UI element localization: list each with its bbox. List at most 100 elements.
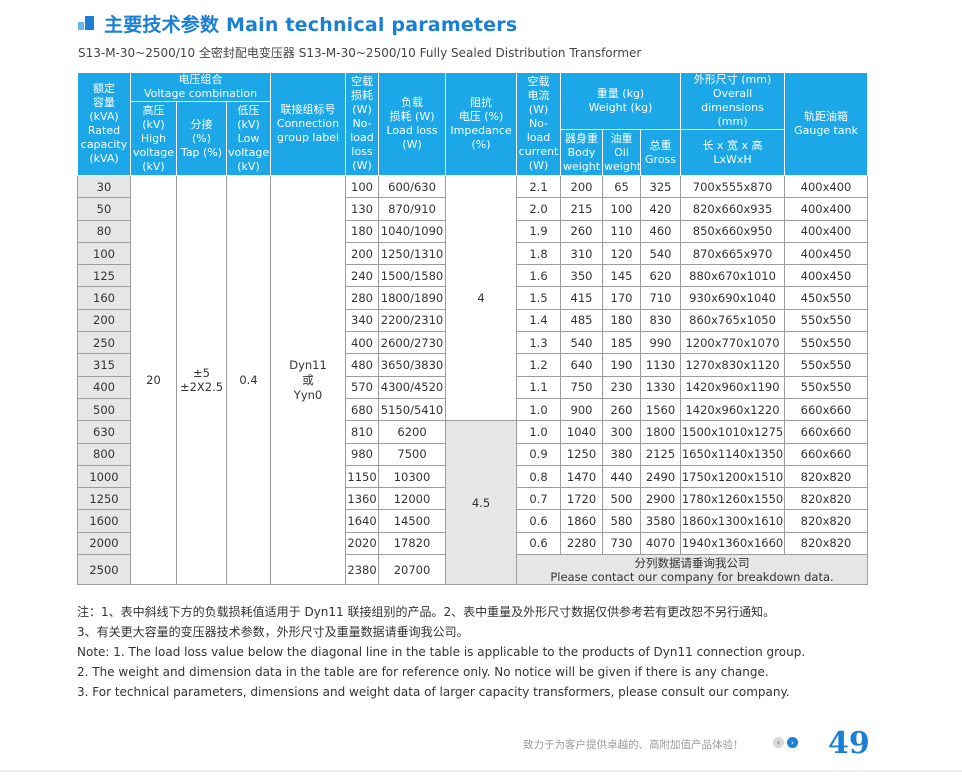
header-text-line: 额定: [93, 82, 115, 95]
load-loss-cell: 14500: [378, 509, 447, 533]
header-text-line: 电压组合: [178, 73, 223, 86]
gauge-tank-cell: 660x660: [784, 420, 869, 444]
header-no-load-current: 空载 电流 (W) No-load current (W): [516, 72, 562, 176]
header-text-line: 损耗: [351, 89, 374, 102]
oil-weight-cell: 100: [602, 197, 642, 221]
header-text-line: 容量: [93, 96, 115, 109]
no-load-loss-cell: 280: [345, 286, 380, 310]
gauge-tank-cell: 660x660: [784, 442, 869, 466]
load-loss-cell: 870/910: [378, 197, 447, 221]
load-loss-cell: 2200/2310: [378, 308, 447, 333]
dimensions-cell: 880x670x1010: [680, 264, 786, 288]
footer-slogan: 致力于为客户提供卓越的、高附加值产品体验！: [523, 739, 744, 751]
gross-weight-cell: 460: [640, 219, 682, 243]
table-row: 400 570 4300/4520 1.1 750 230 1330 1420x960x119…: [77, 375, 869, 399]
header-text-line: loss: [351, 145, 373, 158]
dimensions-cell: 820x660x935: [680, 197, 786, 221]
note-line: 注：1、表中斜线下方的负载损耗值适用于 Dyn11 联接组别的产品。2、表中重量…: [77, 605, 776, 619]
load-loss-cell: 17820: [378, 531, 447, 556]
body-weight-cell: 200: [560, 174, 604, 199]
tap-cell: ±5 ±2X2.5: [176, 174, 227, 586]
gauge-tank-cell: 550x550: [784, 308, 869, 333]
header-text-line: (W): [352, 159, 372, 172]
dimensions-cell: 1420x960x1220: [680, 397, 786, 422]
table-row: 30 20 ±5 ±2X2.5 0.4 Dyn11 或 Yyn0 100 600/630 4 2.1 2…: [77, 174, 869, 586]
gauge-tank-cell: 550x550: [784, 375, 869, 399]
rated-capacity-cell: 2500: [77, 554, 131, 586]
oil-weight-cell: 180: [602, 308, 642, 333]
header-text-line: current: [518, 145, 559, 158]
header-text-line: Gauge tank: [794, 124, 858, 137]
rated-capacity-cell: 50: [77, 197, 131, 221]
table-row: 1600 1640 14500 0.6 1860 580 3580 1860x1300x161…: [77, 509, 869, 533]
no-load-current-cell: 0.6: [516, 509, 562, 533]
header-text-line: 器身重: [565, 131, 599, 145]
no-load-current-cell: 1.0: [516, 420, 562, 444]
gauge-tank-cell: 820x820: [784, 509, 869, 533]
table-row: 250 400 2600/2730 1.3 540 185 990 1200x770x1070…: [77, 331, 869, 355]
table-row: 1000 1150 10300 0.8 1470 440 2490 1750x1200x151…: [77, 464, 869, 489]
note-line: Note: 1. The load loss value below the d…: [77, 645, 806, 659]
header-high-voltage: 高压 (kV) High voltage (kV): [130, 101, 177, 176]
body-weight-cell: 1250: [560, 442, 604, 466]
no-load-current-cell: 0.9: [516, 442, 562, 466]
rated-capacity-cell: 630: [77, 420, 131, 444]
oil-weight-cell: 300: [602, 420, 642, 444]
no-load-loss-cell: 980: [345, 442, 380, 466]
header-text-line: Weight (kg): [588, 101, 653, 114]
no-load-current-cell: 1.5: [516, 286, 562, 310]
header-text-line: (kVA): [89, 110, 119, 123]
header-text-line: Connection: [276, 117, 340, 130]
gauge-tank-cell: 400x400: [784, 174, 869, 199]
header-body-weight: 器身重 Body weight: [560, 129, 604, 176]
gross-weight-cell: 710: [640, 286, 682, 310]
gross-weight-cell: 1560: [640, 397, 682, 422]
oil-weight-cell: 580: [602, 509, 642, 533]
section-title-row: 主要技术参数 Main technical parameters: [78, 8, 517, 38]
load-loss-cell: 7500: [378, 442, 447, 466]
header-text-line: (kV): [142, 159, 165, 173]
impedance-cell: 4: [445, 174, 518, 422]
oil-weight-cell: 170: [602, 286, 642, 310]
body-weight-cell: 640: [560, 353, 604, 377]
header-text-line: (W): [402, 138, 422, 151]
header-voltage-combination: 电压组合 Voltage combination: [129, 72, 272, 102]
rated-capacity-cell: 80: [77, 219, 131, 243]
header-text-line: Low: [237, 131, 260, 145]
header-text-line: 阻抗: [470, 96, 493, 109]
header-rated-capacity: 额定 容量 (kVA) Rated capacity (kVA): [77, 72, 131, 176]
header-gauge-tank: 轨距油箱 Gauge tank: [784, 72, 869, 176]
body-weight-cell: 310: [560, 241, 604, 266]
header-low-voltage: 低压 (kV) Low voltage (kV): [225, 101, 272, 176]
table-row: 160 280 1800/1890 1.5 415 170 710 930x690x1040 4…: [77, 286, 869, 310]
connection-group-cell: Dyn11 或 Yyn0: [270, 174, 347, 586]
body-weight-cell: 485: [560, 308, 604, 333]
no-load-current-cell: 0.7: [516, 487, 562, 511]
header-weight: 重量 (kg) Weight (kg): [560, 72, 682, 130]
header-text-line: weight: [562, 159, 601, 173]
oil-weight-cell: 120: [602, 241, 642, 266]
no-load-loss-cell: 2020: [345, 531, 380, 556]
section-title: 主要技术参数 Main technical parameters: [104, 13, 518, 36]
header-text-line: Overall: [712, 87, 753, 100]
gross-weight-cell: 620: [640, 264, 682, 288]
low-voltage-cell: 0.4: [225, 174, 272, 586]
oil-weight-cell: 500: [602, 487, 642, 511]
gauge-tank-cell: 820x820: [784, 487, 869, 511]
high-voltage-cell: 20: [130, 174, 177, 586]
prev-arrow-icon: ‹: [773, 737, 784, 748]
rated-capacity-cell: 1600: [77, 509, 131, 533]
no-load-loss-cell: 2380: [345, 554, 380, 586]
table-row: 2500 2380 20700 分列数据请垂询我公司 Please contact ou…: [77, 554, 869, 586]
no-load-current-cell: 2.1: [516, 174, 562, 199]
header-dimensions: 外形尺寸 (mm) Overall dimensions (mm): [680, 72, 786, 130]
dimensions-cell: 700x555x870: [680, 174, 786, 199]
no-load-loss-cell: 240: [345, 264, 380, 288]
gross-weight-cell: 420: [640, 197, 682, 221]
no-load-loss-cell: 680: [345, 397, 380, 422]
header-text-line: 电压 (%): [458, 110, 504, 123]
gauge-tank-cell: 660x660: [784, 397, 869, 422]
load-loss-cell: 3650/3830: [378, 353, 447, 377]
note-line: 3、有关更大容量的变压器技术参数，外形尺寸及重量数据请垂询我公司。: [77, 625, 469, 639]
header-text-line: Rated: [87, 124, 121, 137]
